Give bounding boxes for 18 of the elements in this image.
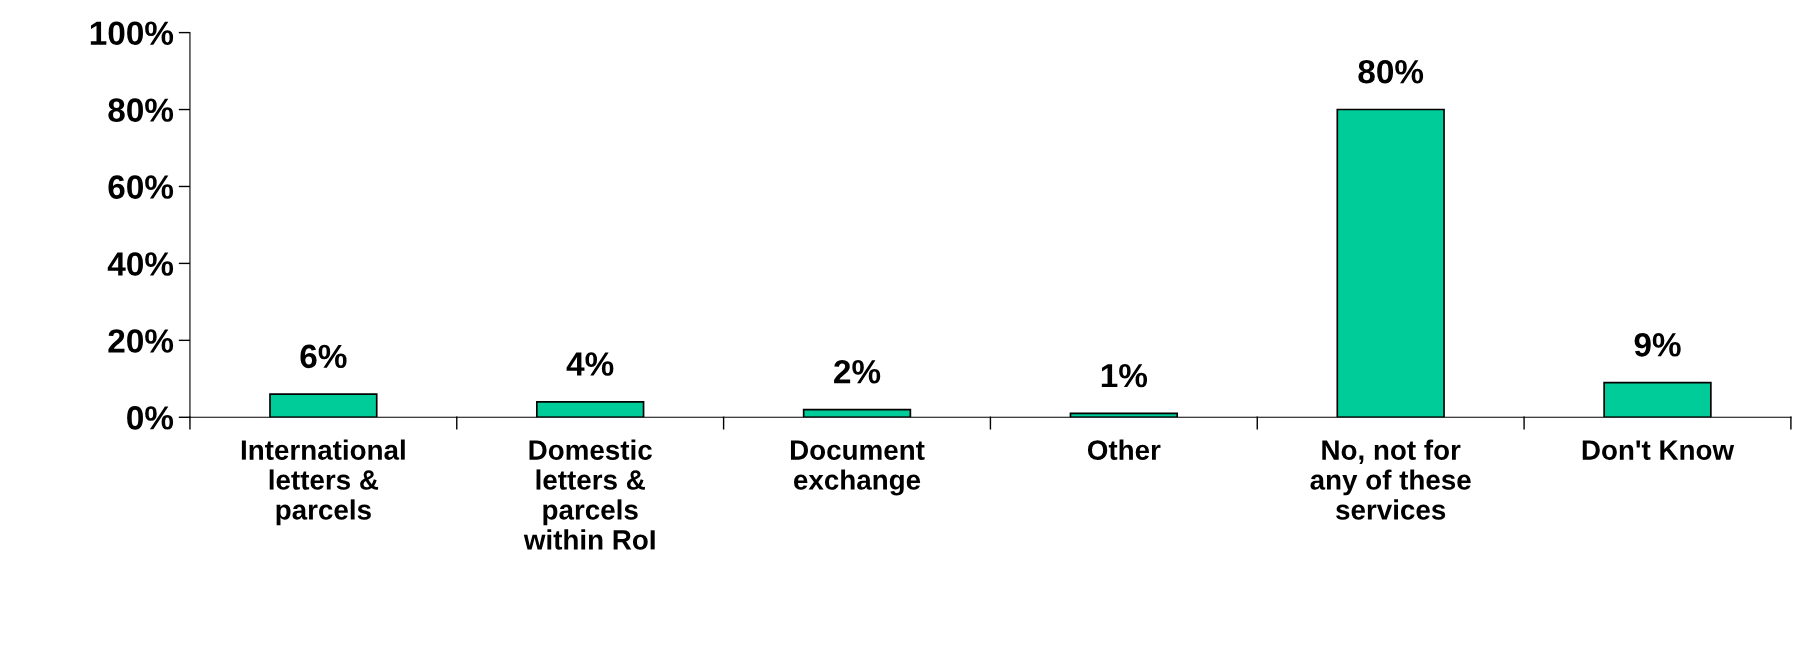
y-tick-label: 80% bbox=[108, 98, 174, 122]
data-label: 1% bbox=[1101, 363, 1148, 388]
x-tick-label: No, not for any of these services bbox=[1310, 439, 1471, 520]
x-tick-label: International letters & parcels bbox=[241, 439, 405, 526]
y-tick-label: 60% bbox=[108, 175, 174, 199]
x-tick-label: Document exchange bbox=[790, 440, 925, 496]
x-tick-label: Other bbox=[1087, 439, 1161, 460]
y-tick-label: 40% bbox=[107, 252, 174, 276]
data-label: 9% bbox=[1634, 333, 1681, 357]
data-label: 80% bbox=[1358, 59, 1424, 84]
data-label: 4% bbox=[566, 352, 614, 376]
x-tick-label: Don't Know bbox=[1582, 440, 1735, 460]
data-label: 2% bbox=[834, 359, 881, 384]
y-tick-label: 20% bbox=[108, 329, 174, 353]
y-tick-label: 100% bbox=[90, 21, 174, 46]
y-tick-label: 0% bbox=[127, 406, 174, 430]
data-label: 6% bbox=[300, 344, 347, 369]
x-tick-label: Domestic letters & parcels within RoI bbox=[523, 439, 655, 550]
